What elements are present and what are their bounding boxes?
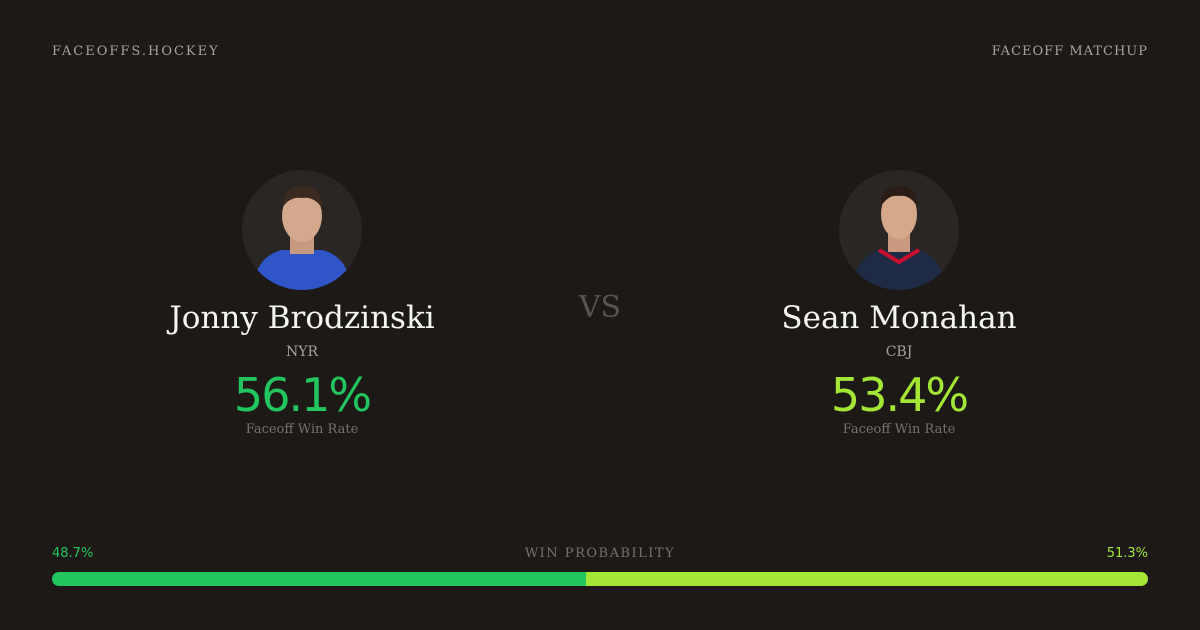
player-team: NYR xyxy=(285,344,319,360)
player-photo xyxy=(839,170,959,290)
brand: FACEOFFS.HOCKEY xyxy=(52,44,220,59)
right-probability: 51.3% xyxy=(1106,546,1148,561)
rate-label: Faceoff Win Rate xyxy=(842,422,956,437)
left-probability: 48.7% xyxy=(52,546,94,561)
player-name: Sean Monahan xyxy=(781,300,1017,336)
player-name: Jonny Brodzinski xyxy=(169,300,435,336)
probability-segment xyxy=(52,572,586,586)
header-label: FACEOFF MATCHUP xyxy=(991,44,1148,59)
rate-label: Faceoff Win Rate xyxy=(245,422,359,437)
win-probability-label: WIN PROBABILITY xyxy=(524,546,676,561)
faceoff-rate: 53.4% xyxy=(830,368,969,422)
player-card: Jonny Brodzinski NYR 56.1% Faceoff Win R… xyxy=(102,170,502,437)
faceoff-rate: 56.1% xyxy=(233,368,372,422)
versus: VS xyxy=(578,290,622,325)
player-photo xyxy=(242,170,362,290)
player-team: CBJ xyxy=(885,344,913,360)
probability-bar xyxy=(52,572,1148,586)
player-card: Sean Monahan CBJ 53.4% Faceoff Win Rate xyxy=(699,170,1099,437)
probability-segment xyxy=(585,572,1148,586)
